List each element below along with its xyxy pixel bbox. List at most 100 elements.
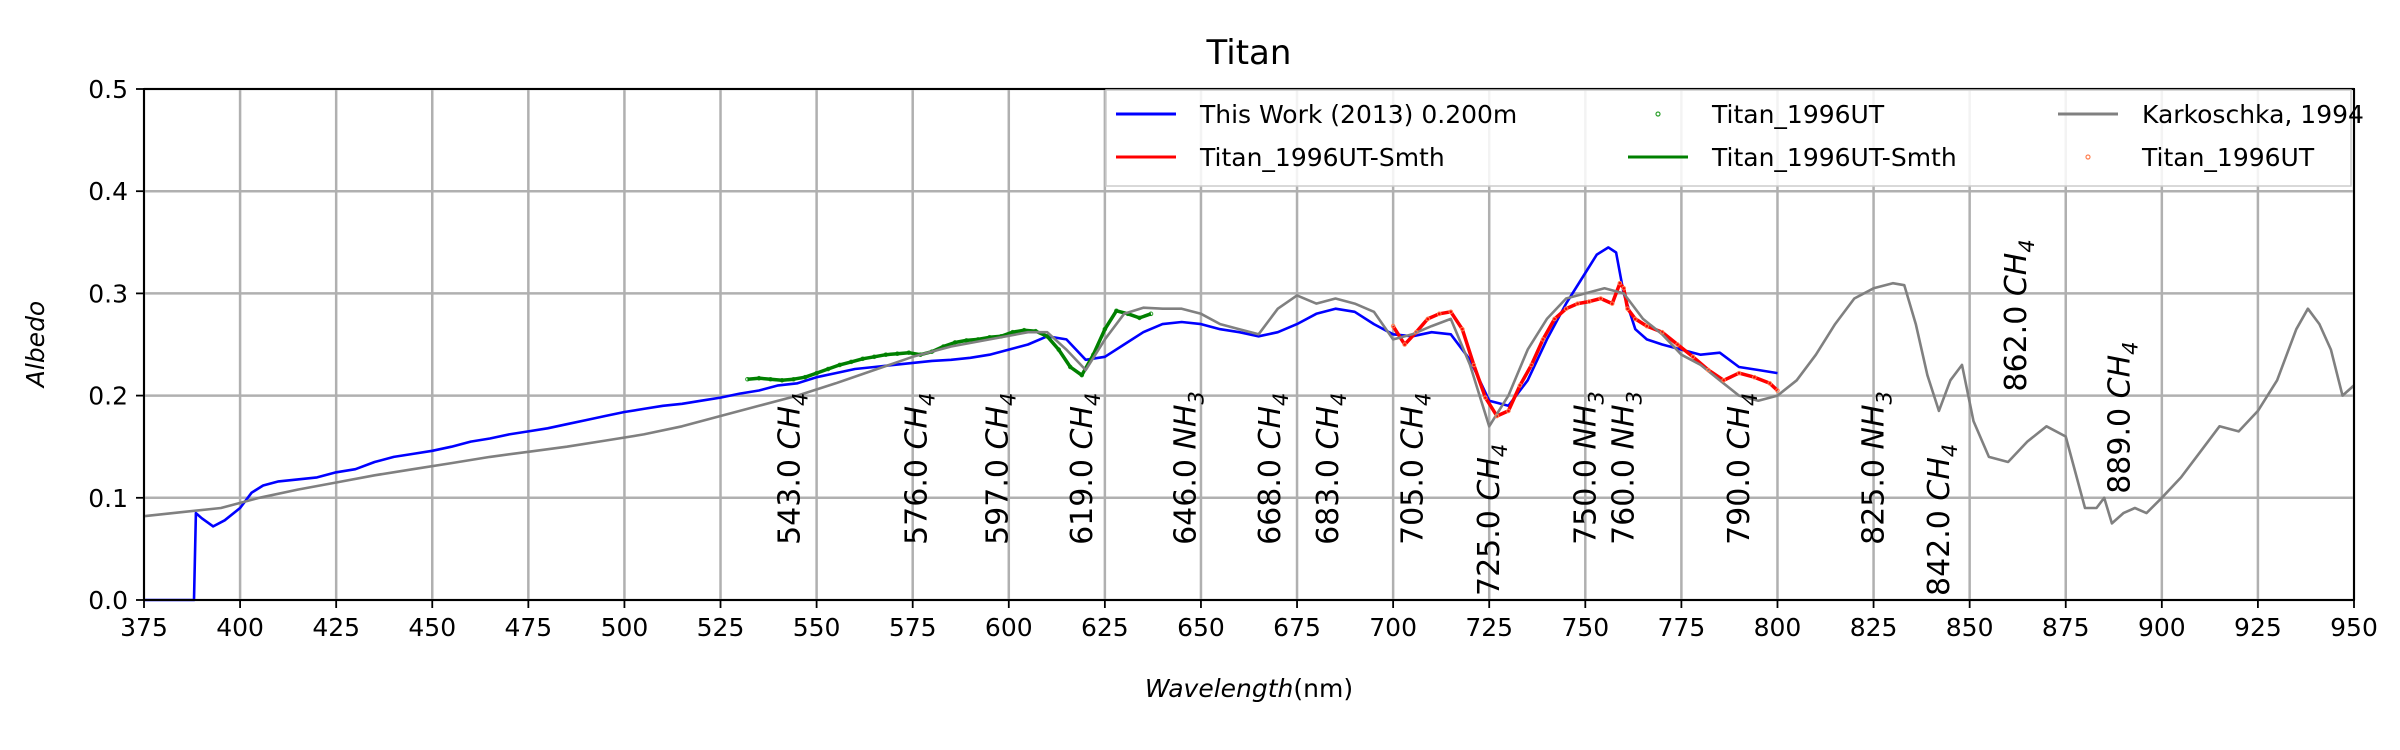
x-tick-label: 400 xyxy=(216,613,264,642)
x-tick-label: 600 xyxy=(985,613,1033,642)
x-tick-label: 775 xyxy=(1658,613,1706,642)
x-tick-label: 575 xyxy=(889,613,937,642)
x-tick-label: 500 xyxy=(601,613,649,642)
series-5-point xyxy=(1721,377,1726,383)
legend-label: Titan_1996UT xyxy=(2141,143,2315,172)
x-tick-label: 375 xyxy=(120,613,168,642)
series-5-point xyxy=(1690,354,1696,360)
series-5-point xyxy=(1460,326,1465,332)
legend-label: This Work (2013) 0.200m xyxy=(1199,100,1517,129)
legend-label: Titan_1996UT-Smth xyxy=(1199,143,1445,172)
legend-label: Titan_1996UT-Smth xyxy=(1711,143,1957,172)
line-annotation: 668.0 CH4 xyxy=(1253,393,1293,545)
x-tick-label: 875 xyxy=(2042,613,2090,642)
series-5-point xyxy=(1529,362,1534,368)
y-tick-label: 0.2 xyxy=(88,382,128,411)
line-annotation: 790.0 CH4 xyxy=(1722,393,1762,545)
line-annotation: 576.0 CH4 xyxy=(900,393,940,545)
line-annotation: 842.0 CH4 xyxy=(1922,444,1962,596)
legend-point-swatch xyxy=(2085,154,2091,160)
series-5-point xyxy=(1413,329,1419,335)
series-0-line xyxy=(144,246,1778,602)
series-5-point xyxy=(1390,323,1396,329)
line-annotation: 705.0 CH4 xyxy=(1395,393,1435,545)
x-tick-label: 525 xyxy=(697,613,745,642)
line-annotation: 646.0 NH3 xyxy=(1169,391,1209,545)
legend-point-swatch xyxy=(1655,111,1661,117)
x-tick-label: 750 xyxy=(1561,613,1609,642)
series-layer xyxy=(143,246,2355,602)
x-tick-label: 475 xyxy=(504,613,552,642)
series-3-line xyxy=(747,309,1152,383)
legend-label: Titan_1996UT xyxy=(1711,100,1885,129)
line-annotation: 760.0 NH3 xyxy=(1607,391,1647,545)
series-5-point xyxy=(1632,316,1638,322)
x-tick-label: 950 xyxy=(2330,613,2378,642)
x-tick-label: 925 xyxy=(2234,613,2282,642)
y-tick-label: 0.4 xyxy=(88,177,128,206)
series-5-point xyxy=(1705,367,1711,373)
series-5-point xyxy=(1598,296,1603,301)
x-tick-label: 650 xyxy=(1177,613,1225,642)
line-annotation: 750.0 NH3 xyxy=(1568,391,1608,545)
x-tick-label: 675 xyxy=(1273,613,1321,642)
series-5-point xyxy=(1617,280,1623,286)
series-5-point xyxy=(1436,311,1442,317)
line-annotation: 862.0 CH4 xyxy=(1999,239,2039,391)
annotations: 543.0 CH4 576.0 CH4 597.0 CH4 619.0 CH4 646.… xyxy=(773,239,2143,596)
series-5-point xyxy=(1775,388,1780,393)
x-axis-label: Wavelength(nm) xyxy=(1145,674,1353,703)
series-5-point xyxy=(1448,309,1454,315)
series-5-point xyxy=(1540,337,1546,342)
series-5-point xyxy=(1425,316,1431,322)
series-5-point xyxy=(1767,381,1773,386)
x-tick-label: 850 xyxy=(1946,613,1994,642)
y-tick-label: 0.0 xyxy=(88,586,128,615)
y-axis-label: Albedo xyxy=(21,301,50,389)
y-tick-label: 0.5 xyxy=(88,75,128,104)
x-tick-label: 800 xyxy=(1754,613,1802,642)
series-5-point xyxy=(1552,316,1557,322)
line-annotation: 619.0 CH4 xyxy=(1065,393,1105,545)
series-1-line xyxy=(1391,281,1779,418)
series-5-point xyxy=(1644,323,1650,329)
legend-label: Karkoschka, 1994 xyxy=(2142,100,2364,129)
y-tick-label: 0.1 xyxy=(88,484,128,513)
series-5-point xyxy=(1517,383,1523,388)
series-5-point xyxy=(1625,306,1630,312)
series-4-line xyxy=(143,281,2355,525)
series-5-point xyxy=(1575,301,1580,306)
line-annotation: 825.0 NH3 xyxy=(1857,391,1897,545)
line-annotation: 543.0 CH4 xyxy=(773,393,813,545)
x-tick-label: 900 xyxy=(2138,613,2186,642)
series-5-point xyxy=(1483,395,1488,400)
legend-box xyxy=(1105,89,2352,187)
x-tick-label: 700 xyxy=(1369,613,1417,642)
series-5-point xyxy=(1586,299,1592,304)
x-tick-label: 725 xyxy=(1465,613,1513,642)
legend: This Work (2013) 0.200m Titan_1996UT-Smth… xyxy=(1105,89,2364,187)
x-tick-label: 625 xyxy=(1081,613,1129,642)
chart-title: Titan xyxy=(1206,33,1292,73)
series-5-point xyxy=(1609,301,1615,306)
x-tick-label: 825 xyxy=(1850,613,1898,642)
line-annotation: 725.0 CH4 xyxy=(1472,444,1512,596)
series-5-point xyxy=(1494,413,1500,419)
series-5-point xyxy=(1621,285,1627,291)
series-5-point xyxy=(1402,342,1407,347)
line-annotation: 597.0 CH4 xyxy=(980,393,1020,545)
line-annotation: 683.0 CH4 xyxy=(1311,393,1351,545)
series-5-point xyxy=(1752,374,1757,380)
series-5-point xyxy=(1563,306,1569,312)
series-5-point xyxy=(1736,370,1742,376)
axis-ticks: 375 400 425 450 475 500 525 550 575 600 625 650 675 7… xyxy=(88,75,2378,642)
line-annotation: 889.0 CH4 xyxy=(2103,341,2143,493)
series-5-point xyxy=(1471,362,1477,368)
x-tick-label: 425 xyxy=(312,613,360,642)
x-tick-label: 550 xyxy=(793,613,841,642)
series-5-point xyxy=(1675,342,1680,347)
series-5-point xyxy=(1506,408,1511,414)
plot-frame xyxy=(143,88,2355,601)
y-tick-label: 0.3 xyxy=(88,279,128,308)
